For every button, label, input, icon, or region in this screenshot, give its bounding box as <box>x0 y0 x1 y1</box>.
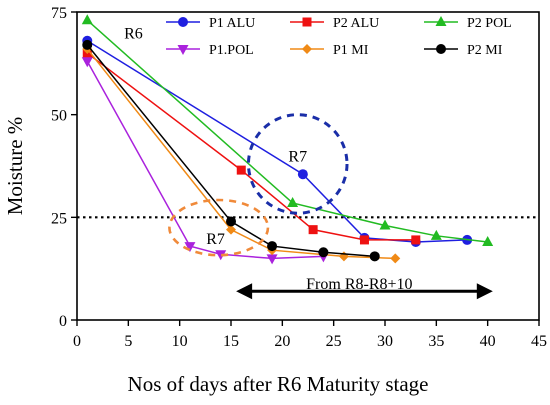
annotation-arrowhead-right <box>476 283 493 300</box>
data-point-p2-pol <box>287 196 299 207</box>
legend-label: P1 MI <box>333 43 369 58</box>
data-point-p2-pol <box>81 14 93 25</box>
legend-label: P1 ALU <box>209 16 255 31</box>
y-tick-label: 50 <box>51 108 67 125</box>
data-point-p1-pol <box>266 254 278 265</box>
x-tick-label: 20 <box>274 333 290 350</box>
data-point-p1-pol <box>215 250 227 261</box>
data-point-p1-mi <box>226 224 236 235</box>
data-point-p2-pol <box>482 235 494 246</box>
data-point-p2-pol <box>379 219 391 230</box>
data-point-p2-alu <box>359 235 369 245</box>
x-tick-label: 45 <box>531 333 547 350</box>
legend-label: P2 ALU <box>333 16 379 31</box>
legend-marker <box>302 17 312 27</box>
data-point-p2-mi <box>369 251 380 262</box>
legend-label: P2 POL <box>467 16 512 31</box>
x-axis-title: Nos of days after R6 Maturity stage <box>128 372 429 396</box>
y-tick-label: 25 <box>51 210 67 227</box>
data-point-p2-alu <box>236 165 246 175</box>
x-tick-label: 10 <box>172 333 188 350</box>
x-tick-label: 15 <box>223 333 239 350</box>
data-point-p1-pol <box>184 242 196 253</box>
series-p2-pol <box>81 14 494 246</box>
annotation-label: R7 <box>206 231 225 248</box>
x-tick-label: 25 <box>326 333 342 350</box>
data-point-p1-mi <box>338 251 349 262</box>
annotation-layer: R6 R7 R7 From R8-R8+10 <box>124 26 493 300</box>
data-point-p2-mi <box>82 39 93 50</box>
data-point-p2-alu <box>411 235 421 245</box>
legend-item-p2-mi: P2 MI <box>424 43 503 58</box>
data-point-p1-mi <box>390 253 401 264</box>
annotation-arrowhead-left <box>236 283 253 300</box>
series-p2-mi <box>82 39 380 262</box>
legend-item-p1-alu: P1 ALU <box>166 16 255 31</box>
annotation-ellipse <box>168 198 270 257</box>
legend: P1 ALU P2 ALU P2 POL P1.POL P1 MI P2 MI <box>166 16 512 58</box>
legend-marker <box>302 44 312 54</box>
data-point-p2-pol <box>430 229 442 240</box>
y-axis-title: Moisture % <box>3 117 27 216</box>
x-tick-label: 35 <box>428 333 444 350</box>
x-tick-label: 5 <box>124 333 132 350</box>
data-point-p2-alu <box>308 225 318 235</box>
legend-marker <box>435 16 447 26</box>
plot-area <box>76 11 540 321</box>
y-tick-label: 75 <box>51 5 67 22</box>
x-tick-label: 40 <box>480 333 496 350</box>
series-layer <box>81 14 494 265</box>
legend-label: P2 MI <box>467 43 503 58</box>
legend-marker <box>436 44 446 54</box>
data-point-p2-mi <box>267 241 278 252</box>
data-point-p1-alu <box>297 169 308 180</box>
legend-item-p2-alu: P2 ALU <box>290 16 379 31</box>
data-point-p2-mi <box>318 247 329 258</box>
annotation-label: R6 <box>124 26 143 43</box>
annotation-label: From R8-R8+10 <box>306 276 412 293</box>
x-tick-label: 0 <box>73 333 81 350</box>
legend-item-p1-pol: P1.POL <box>166 43 254 58</box>
annotation-circle <box>246 113 349 215</box>
legend-marker <box>177 45 189 55</box>
data-point-p1-pol <box>81 57 93 68</box>
x-tick-label: 30 <box>377 333 393 350</box>
data-point-p2-mi <box>226 216 236 227</box>
annotation-label: R7 <box>288 149 307 166</box>
legend-marker <box>178 17 188 27</box>
x-axis: 0 5 10 15 20 25 30 35 40 45 <box>73 320 547 350</box>
legend-item-p1-mi: P1 MI <box>290 43 369 58</box>
legend-item-p2-pol: P2 POL <box>424 16 512 31</box>
legend-label: P1.POL <box>209 43 254 58</box>
y-tick-label: 0 <box>59 313 67 330</box>
plot-frame <box>76 11 540 321</box>
series-p1-mi <box>82 43 401 264</box>
y-axis: 0 25 50 75 <box>51 5 77 330</box>
